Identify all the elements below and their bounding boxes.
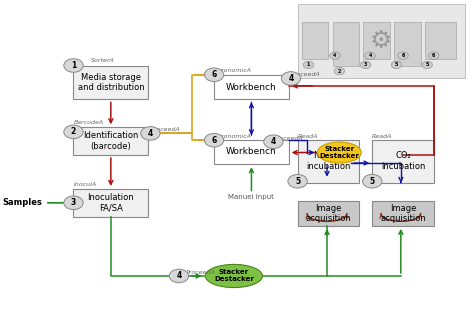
FancyBboxPatch shape [73,127,148,155]
Text: 6: 6 [211,136,217,145]
FancyBboxPatch shape [214,75,289,100]
Text: ErgonomicA: ErgonomicA [214,68,252,73]
FancyBboxPatch shape [298,201,359,226]
Text: 4: 4 [368,53,372,58]
Text: Samples: Samples [2,198,42,207]
Circle shape [264,135,283,148]
Circle shape [360,61,371,69]
Text: Normal
incubation: Normal incubation [306,152,350,171]
Circle shape [281,72,301,85]
FancyBboxPatch shape [298,4,465,78]
FancyBboxPatch shape [333,22,359,65]
Text: 5: 5 [395,62,398,67]
FancyBboxPatch shape [214,140,289,164]
Text: Image
acquisition: Image acquisition [305,204,351,223]
Text: Stacker
Destacker: Stacker Destacker [214,269,254,282]
Circle shape [204,68,224,82]
Circle shape [169,269,189,283]
FancyBboxPatch shape [73,65,148,100]
FancyBboxPatch shape [372,140,434,183]
Text: BarcodeA: BarcodeA [73,120,104,125]
Text: 4: 4 [288,74,293,83]
Circle shape [422,61,432,69]
Text: 4: 4 [148,129,153,138]
Text: Inoculation
FA/SA: Inoculation FA/SA [88,193,134,213]
Ellipse shape [205,264,263,288]
Text: 4: 4 [271,137,276,146]
Circle shape [64,59,83,72]
Text: 6: 6 [211,70,217,79]
Text: ErgonomicA: ErgonomicA [214,134,252,139]
Text: 3: 3 [71,198,76,207]
Circle shape [64,125,83,139]
FancyBboxPatch shape [364,22,390,59]
Text: 2: 2 [337,69,341,73]
Text: 6: 6 [432,53,436,58]
Text: ProceedA: ProceedA [185,270,215,275]
FancyBboxPatch shape [372,201,434,226]
Text: Workbench: Workbench [226,148,277,157]
Text: 3: 3 [364,62,367,67]
Circle shape [334,67,345,75]
Text: 5: 5 [426,62,429,67]
Circle shape [288,175,307,188]
Circle shape [398,52,408,59]
Circle shape [363,175,382,188]
Text: 6: 6 [401,53,405,58]
Text: 1: 1 [71,61,76,70]
Text: 4: 4 [333,53,337,58]
Text: CO₂
incubation: CO₂ incubation [381,152,425,171]
Circle shape [64,196,83,210]
Text: ⚙: ⚙ [370,29,392,53]
Text: Media storage
and distribution: Media storage and distribution [78,73,144,92]
Ellipse shape [317,142,361,163]
Text: 5: 5 [370,177,375,186]
Text: ProceedA: ProceedA [291,72,320,77]
Circle shape [365,52,375,59]
Circle shape [391,61,401,69]
Text: ReadA: ReadA [298,134,318,139]
FancyBboxPatch shape [298,140,359,183]
Text: 2: 2 [71,127,76,136]
Text: 5: 5 [295,177,300,186]
Text: SorterA: SorterA [91,58,115,63]
Text: Workbench: Workbench [226,82,277,92]
FancyBboxPatch shape [73,189,148,217]
Text: Identification
(barcode): Identification (barcode) [83,131,138,151]
Text: 4: 4 [176,272,182,281]
Text: Image
acquisition: Image acquisition [380,204,426,223]
Text: InoculA: InoculA [73,182,97,187]
Circle shape [141,126,160,140]
Text: Manuel input: Manuel input [228,194,274,200]
Circle shape [428,52,439,59]
Text: 1: 1 [307,62,310,67]
Circle shape [329,52,340,59]
Circle shape [303,61,314,69]
Text: ReadA: ReadA [372,134,392,139]
Text: ProceedA: ProceedA [273,135,303,140]
Text: ProceedA: ProceedA [150,127,180,132]
Circle shape [204,133,224,147]
Text: Stacker
Destacker: Stacker Destacker [319,146,359,159]
FancyBboxPatch shape [425,22,456,59]
FancyBboxPatch shape [394,22,420,65]
FancyBboxPatch shape [302,22,328,59]
